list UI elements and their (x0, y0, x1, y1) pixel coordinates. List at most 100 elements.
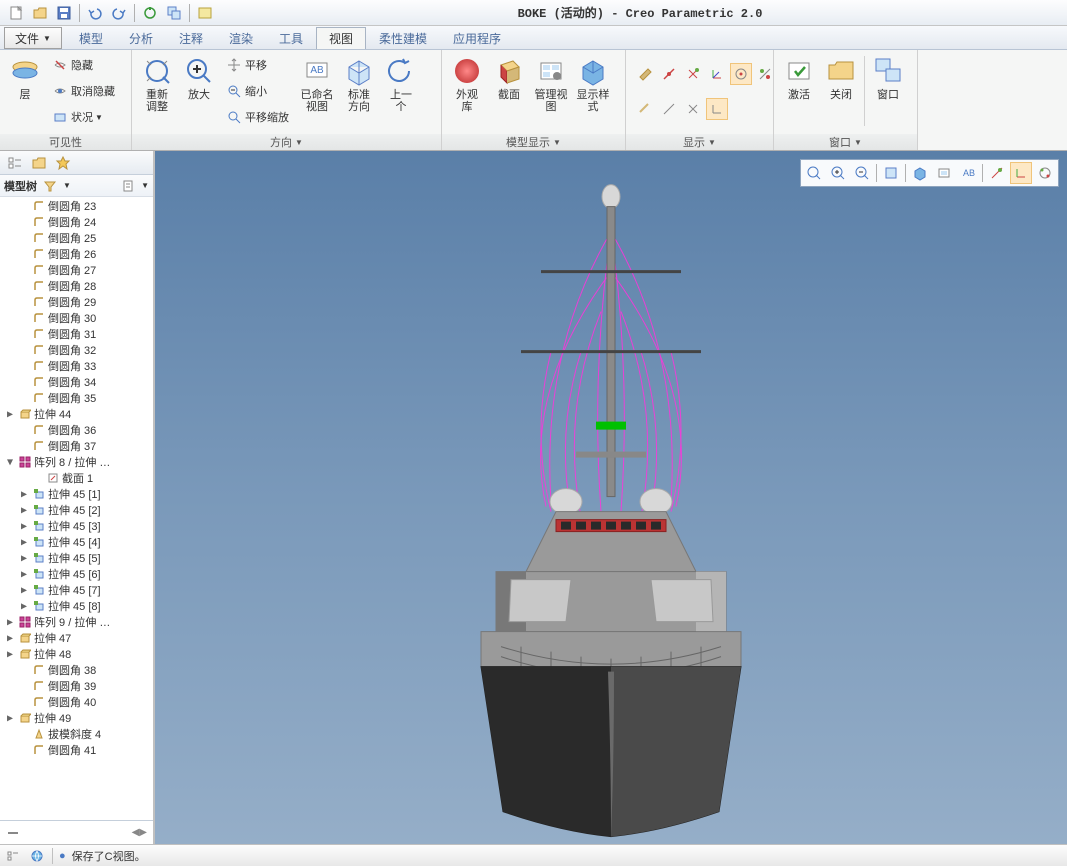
model-tree[interactable]: 倒圆角 23倒圆角 24倒圆角 25倒圆角 26倒圆角 27倒圆角 28倒圆角 … (0, 197, 153, 820)
tree-item[interactable]: ▶拉伸 45 [5] (0, 550, 153, 566)
zoomout-button[interactable]: 缩小 (222, 80, 294, 102)
repaint-icon[interactable] (880, 162, 902, 184)
display-style-button[interactable]: 显示样 式 (572, 52, 614, 116)
tree-item[interactable]: ▼阵列 8 / 拉伸 … (0, 454, 153, 470)
status-tree-icon[interactable] (4, 847, 22, 865)
tab-6[interactable]: 柔性建模 (366, 27, 440, 49)
status-button[interactable]: 状况▼ (48, 106, 120, 128)
prev-view-button[interactable]: 上一 个 (380, 52, 422, 116)
tree-twisty[interactable]: ▶ (4, 713, 16, 724)
tree-item[interactable]: ▶拉伸 45 [3] (0, 518, 153, 534)
tree-twisty[interactable]: ▶ (18, 537, 30, 548)
tree-item[interactable]: 倒圆角 35 (0, 390, 153, 406)
tree-item[interactable]: ▶拉伸 47 (0, 630, 153, 646)
tab-4[interactable]: 工具 (266, 27, 316, 49)
refit-button[interactable]: 重新 调整 (136, 52, 178, 116)
tree-item[interactable]: 倒圆角 40 (0, 694, 153, 710)
tab-7[interactable]: 应用程序 (440, 27, 514, 49)
tree-twisty[interactable]: ▼ (4, 457, 16, 468)
tab-3[interactable]: 渲染 (216, 27, 266, 49)
new-file-icon[interactable] (5, 2, 27, 24)
window-button[interactable]: 窗口 (867, 52, 909, 104)
section-button[interactable]: 截面 (488, 52, 530, 104)
zoomout-icon[interactable] (851, 162, 873, 184)
tree-item[interactable]: ▶拉伸 48 (0, 646, 153, 662)
datum-plane-icon[interactable] (634, 63, 656, 85)
std-orient-button[interactable]: 标准 方向 (338, 52, 380, 116)
tree-item[interactable]: 倒圆角 37 (0, 438, 153, 454)
pan-button[interactable]: 平移 (222, 54, 294, 76)
named-view-button[interactable]: AB 已命名 视图 (296, 52, 338, 116)
tree-item[interactable]: 倒圆角 27 (0, 262, 153, 278)
spin-disp-icon[interactable] (1034, 162, 1056, 184)
tree-twisty[interactable]: ▶ (18, 521, 30, 532)
layer-button[interactable]: 层 (4, 52, 46, 104)
tab-1[interactable]: 分析 (116, 27, 166, 49)
tree-item[interactable]: ▶阵列 9 / 拉伸 … (0, 614, 153, 630)
tree-item[interactable]: 倒圆角 33 (0, 358, 153, 374)
close-icon[interactable] (194, 2, 216, 24)
spin-center-icon[interactable] (730, 63, 752, 85)
tree-item[interactable]: ▶拉伸 45 [6] (0, 566, 153, 582)
graphics-canvas[interactable]: AB (155, 151, 1067, 844)
tree-twisty[interactable]: ▶ (4, 633, 16, 644)
annotation-icon[interactable] (754, 63, 776, 85)
tree-twisty[interactable]: ▶ (18, 553, 30, 564)
tree-item[interactable]: 倒圆角 28 (0, 278, 153, 294)
tree-item[interactable]: 倒圆角 34 (0, 374, 153, 390)
tree-twisty[interactable]: ▶ (18, 569, 30, 580)
windows-icon[interactable] (163, 2, 185, 24)
tree-item[interactable]: 拔模斜度 4 (0, 726, 153, 742)
tree-twisty[interactable]: ▶ (4, 649, 16, 660)
tree-item[interactable]: ▶拉伸 44 (0, 406, 153, 422)
tree-item[interactable]: 倒圆角 31 (0, 326, 153, 342)
close-window-button[interactable]: 关闭 (820, 52, 862, 104)
undo-icon[interactable] (84, 2, 106, 24)
disp-4-icon[interactable] (706, 98, 728, 120)
activate-button[interactable]: 激活 (778, 52, 820, 104)
tree-twisty[interactable]: ▶ (18, 585, 30, 596)
tree-item[interactable]: 倒圆角 36 (0, 422, 153, 438)
tree-twisty[interactable]: ▶ (18, 601, 30, 612)
disp-3-icon[interactable] (682, 98, 704, 120)
tree-item[interactable]: 倒圆角 38 (0, 662, 153, 678)
tree-fav-icon[interactable] (52, 152, 74, 174)
disp-1-icon[interactable] (634, 98, 656, 120)
appearance-button[interactable]: 外观 库 (446, 52, 488, 116)
view-mgr-icon[interactable]: AB (957, 162, 979, 184)
disp-style-icon[interactable] (909, 162, 931, 184)
unhide-button[interactable]: 取消隐藏 (48, 80, 120, 102)
tab-2[interactable]: 注释 (166, 27, 216, 49)
csys-icon[interactable] (706, 63, 728, 85)
annot-disp-icon[interactable] (1010, 162, 1032, 184)
datum-disp-icon[interactable] (986, 162, 1008, 184)
tree-filter-icon[interactable] (41, 177, 59, 195)
status-browser-icon[interactable] (28, 847, 46, 865)
tree-item[interactable]: ▶拉伸 45 [7] (0, 582, 153, 598)
tree-item[interactable]: 倒圆角 32 (0, 342, 153, 358)
save-icon[interactable] (53, 2, 75, 24)
zoomin-icon[interactable] (827, 162, 849, 184)
tree-item[interactable]: 倒圆角 41 (0, 742, 153, 758)
redo-icon[interactable] (108, 2, 130, 24)
tree-nav-icon[interactable] (4, 152, 26, 174)
tree-folder-icon[interactable] (28, 152, 50, 174)
tree-item[interactable]: ▶拉伸 45 [2] (0, 502, 153, 518)
tree-item[interactable]: 倒圆角 24 (0, 214, 153, 230)
tree-item[interactable]: ▶拉伸 45 [4] (0, 534, 153, 550)
tab-5[interactable]: 视图 (316, 27, 366, 49)
file-menu-button[interactable]: 文件▼ (4, 27, 62, 49)
tree-item[interactable]: ▶拉伸 45 [1] (0, 486, 153, 502)
tree-twisty[interactable]: ▶ (4, 409, 16, 420)
tree-item[interactable]: 倒圆角 26 (0, 246, 153, 262)
tree-item[interactable]: 倒圆角 39 (0, 678, 153, 694)
hide-button[interactable]: 隐藏 (48, 54, 120, 76)
datum-axis-icon[interactable] (658, 63, 680, 85)
datum-point-icon[interactable] (682, 63, 704, 85)
saved-view-icon[interactable] (933, 162, 955, 184)
tree-item[interactable]: 倒圆角 30 (0, 310, 153, 326)
tree-item[interactable]: 截面 1 (0, 470, 153, 486)
tree-twisty[interactable]: ▶ (4, 617, 16, 628)
tab-0[interactable]: 模型 (66, 27, 116, 49)
manage-view-button[interactable]: 管理视图 (530, 52, 572, 116)
